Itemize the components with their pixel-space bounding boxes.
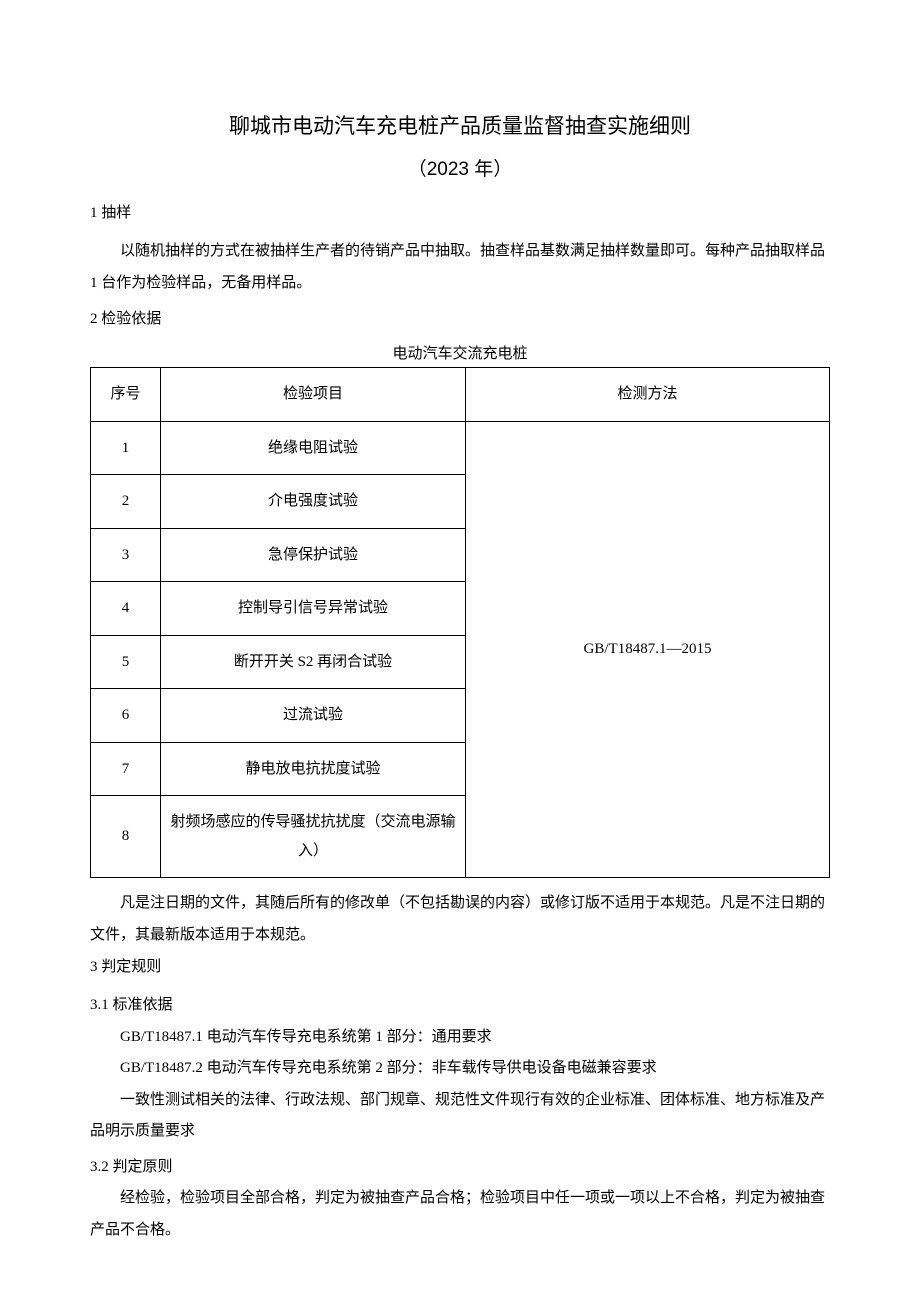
cell-index: 8: [91, 796, 161, 878]
cell-index: 4: [91, 582, 161, 636]
document-year: （2023 年）: [90, 154, 830, 181]
section-3-2-heading: 3.2 判定原则: [90, 1152, 830, 1184]
section-2-note: 凡是注日期的文件，其随后所有的修改单（不包括勘误的内容）或修订版不适用于本规范。…: [90, 888, 830, 951]
cell-item: 介电强度试验: [161, 475, 466, 529]
table-caption: 电动汽车交流充电桩: [90, 342, 830, 363]
cell-index: 7: [91, 742, 161, 796]
section-3-2-paragraph: 经检验，检验项目全部合格，判定为被抽查产品合格；检验项目中任一项或一项以上不合格…: [90, 1183, 830, 1246]
standard-line-3: 一致性测试相关的法律、行政法规、部门规章、规范性文件现行有效的企业标准、团体标准…: [90, 1085, 830, 1148]
table-header-row: 序号 检验项目 检测方法: [91, 368, 830, 422]
cell-item: 急停保护试验: [161, 528, 466, 582]
cell-index: 1: [91, 421, 161, 475]
table-row: 1 绝缘电阻试验 GB/T18487.1—2015: [91, 421, 830, 475]
cell-item: 过流试验: [161, 689, 466, 743]
cell-item: 绝缘电阻试验: [161, 421, 466, 475]
cell-index: 6: [91, 689, 161, 743]
inspection-table: 序号 检验项目 检测方法 1 绝缘电阻试验 GB/T18487.1—2015 2…: [90, 367, 830, 878]
cell-index: 3: [91, 528, 161, 582]
cell-index: 5: [91, 635, 161, 689]
standard-line-1: GB/T18487.1 电动汽车传导充电系统第 1 部分：通用要求: [90, 1022, 830, 1054]
cell-index: 2: [91, 475, 161, 529]
cell-item: 断开开关 S2 再闭合试验: [161, 635, 466, 689]
standard-line-2: GB/T18487.2 电动汽车传导充电系统第 2 部分：非车载传导供电设备电磁…: [90, 1053, 830, 1085]
document-title: 聊城市电动汽车充电桩产品质量监督抽查实施细则: [90, 110, 830, 140]
cell-item: 静电放电抗扰度试验: [161, 742, 466, 796]
col-header-item: 检验项目: [161, 368, 466, 422]
section-1-heading: 1 抽样: [90, 201, 830, 222]
cell-method: GB/T18487.1—2015: [466, 421, 830, 878]
col-header-method: 检测方法: [466, 368, 830, 422]
section-1-paragraph: 以随机抽样的方式在被抽样生产者的待销产品中抽取。抽查样品基数满足抽样数量即可。每…: [90, 236, 830, 299]
section-3-heading: 3 判定规则: [90, 955, 830, 976]
section-2-heading: 2 检验依据: [90, 307, 830, 328]
section-3-1-heading: 3.1 标准依据: [90, 990, 830, 1022]
cell-item: 控制导引信号异常试验: [161, 582, 466, 636]
cell-item: 射频场感应的传导骚扰抗扰度（交流电源输入）: [161, 796, 466, 878]
col-header-index: 序号: [91, 368, 161, 422]
